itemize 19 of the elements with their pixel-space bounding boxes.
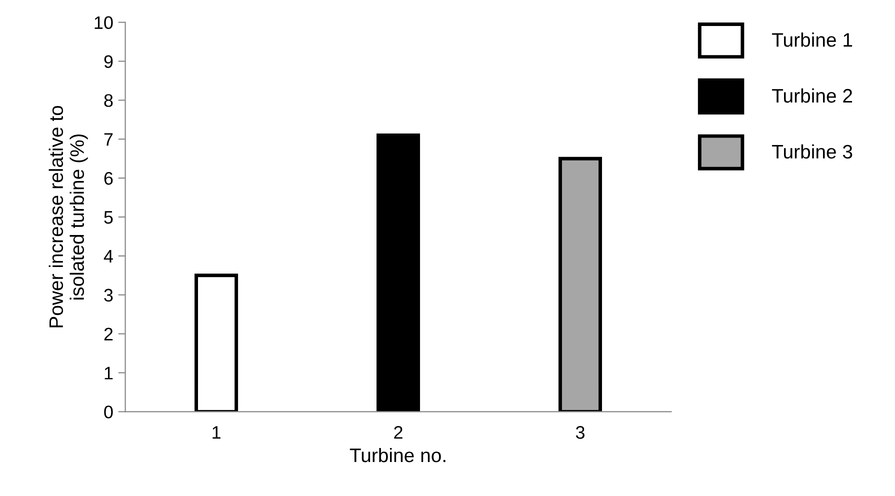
y-tick-label: 2 <box>104 328 113 340</box>
y-tick-label: 10 <box>94 16 113 30</box>
x-tick-label: 3 <box>576 426 584 439</box>
y-tick-label: 1 <box>104 366 113 380</box>
legend-label: Turbine 2 <box>772 88 852 103</box>
y-axis-title: Power increase relative to isolated turbine (%) <box>48 106 88 328</box>
y-tick-label: 5 <box>104 211 113 224</box>
y-tick-label: 9 <box>104 55 113 68</box>
legend-label: Turbine 3 <box>772 144 852 159</box>
y-tick-label: 8 <box>104 94 113 107</box>
y-tick-label: 7 <box>104 133 113 146</box>
x-tick-label: 1 <box>212 426 220 439</box>
y-tick-label: 6 <box>104 172 113 185</box>
y-tick-label: 0 <box>104 406 113 418</box>
legend-label: Turbine 1 <box>772 32 852 47</box>
x-tick-label: 2 <box>394 426 402 439</box>
y-tick-label: 4 <box>104 250 113 262</box>
x-axis-title: Turbine no. <box>350 448 446 462</box>
y-tick-label: 3 <box>104 288 113 302</box>
